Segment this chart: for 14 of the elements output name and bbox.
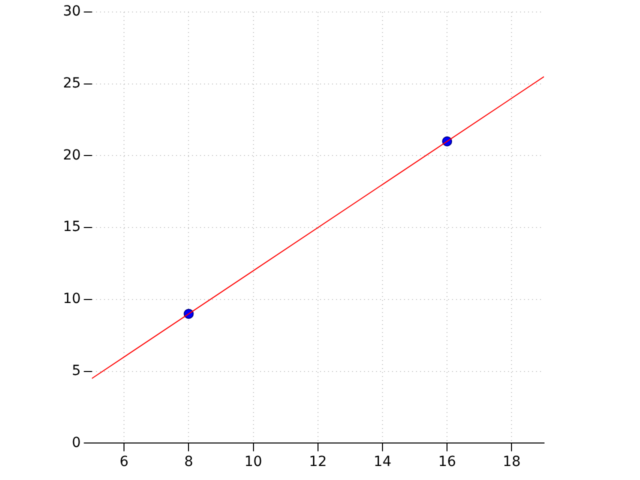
x-tick-label: 6: [120, 454, 129, 470]
y-tick-label: 20: [62, 147, 81, 164]
y-tick-label: 10: [62, 291, 81, 308]
x-tick-label: 18: [502, 454, 521, 470]
x-tick-label: 14: [374, 454, 392, 470]
y-tick-label: 5: [72, 362, 81, 379]
x-tick-label: 16: [438, 454, 456, 470]
y-tick-label: 30: [62, 4, 81, 20]
x-tick-label: 8: [184, 454, 194, 470]
y-tick-label: 0: [72, 434, 81, 451]
x-tick-label: 12: [308, 454, 327, 470]
y-tick-label: 25: [62, 76, 81, 92]
x-tick-label: 10: [244, 454, 262, 470]
y-tick-label: 15: [62, 219, 81, 236]
